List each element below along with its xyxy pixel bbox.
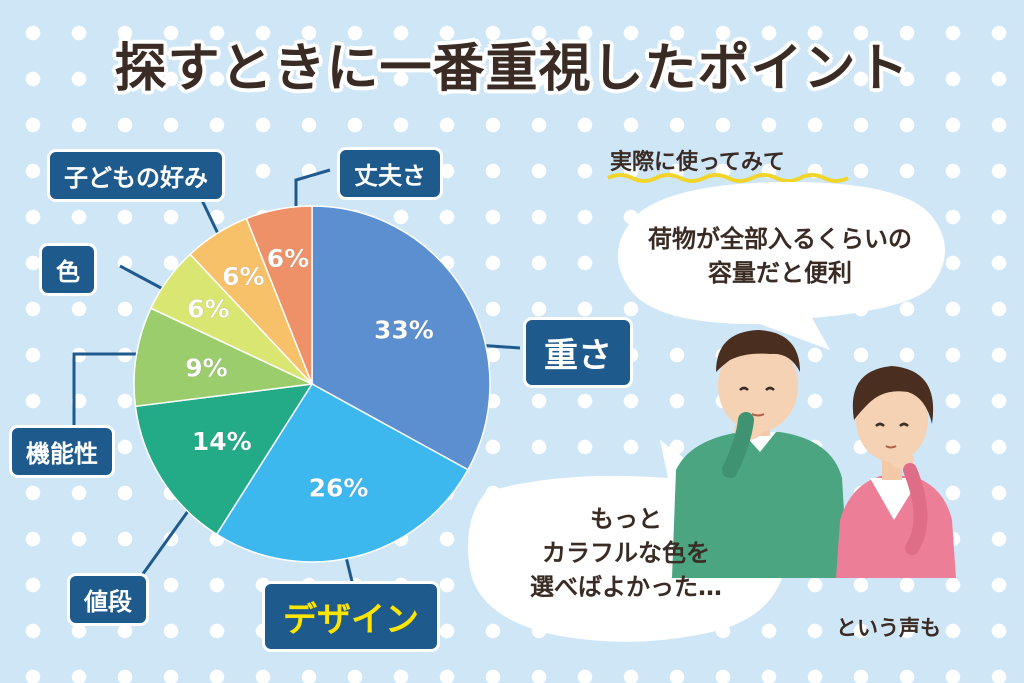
slice-value-label-2: 14% — [192, 427, 252, 456]
pie-slice-2 — [134, 383, 314, 536]
caption: という声も — [836, 616, 941, 640]
slice-value-label-5: 6% — [222, 262, 264, 291]
bubble-bottom-line1: もっと — [590, 505, 662, 533]
slice-label-nedan: 値段 — [70, 576, 146, 623]
comments-heading: 実際に使ってみて — [610, 150, 785, 175]
pie-slice-6 — [245, 205, 313, 385]
slice-value-label-4: 6% — [187, 295, 229, 324]
bubble-bottom-line3: 選べばよかった… — [530, 573, 722, 601]
pie-slice-3 — [133, 307, 315, 408]
leader-joubu — [294, 168, 331, 212]
slice-label-joubu: 丈夫さ — [340, 150, 440, 197]
slice-label-omosa: 重さ — [526, 320, 630, 385]
slice-value-label-3: 9% — [185, 353, 227, 382]
pie-slice-0 — [311, 205, 491, 471]
leader-kinousei — [72, 352, 150, 430]
slice-value-label-6: 6% — [267, 244, 309, 273]
bubble-bottom-text: もっと カラフルな色を 選べばよかった… — [476, 502, 776, 604]
bubble-top-line2: 容量だと便利 — [708, 259, 852, 287]
man-figure — [672, 330, 848, 578]
bubble-top-text: 荷物が全部入るくらいの 容量だと便利 — [620, 222, 940, 290]
woman-figure — [836, 366, 956, 578]
slice-value-label-0: 33% — [374, 316, 434, 345]
slice-label-kodomo: 子どもの好み — [50, 152, 222, 199]
bubble-bottom-line2: カラフルな色を — [542, 539, 710, 567]
slice-label-kinousei: 機能性 — [12, 428, 112, 475]
slice-value-label-1: 26% — [309, 473, 369, 502]
pie-slice-1 — [215, 383, 470, 563]
chart-title: 探すときに一番重視したポイント — [114, 39, 910, 99]
bubble-top-line1: 荷物が全部入るくらいの — [648, 225, 912, 253]
slice-label-iro: 色 — [42, 246, 94, 293]
speech-bubble-top — [617, 182, 945, 350]
leader-kodomo — [198, 195, 222, 239]
heading-underline — [607, 173, 849, 183]
slice-label-design: デザイン — [265, 584, 437, 649]
